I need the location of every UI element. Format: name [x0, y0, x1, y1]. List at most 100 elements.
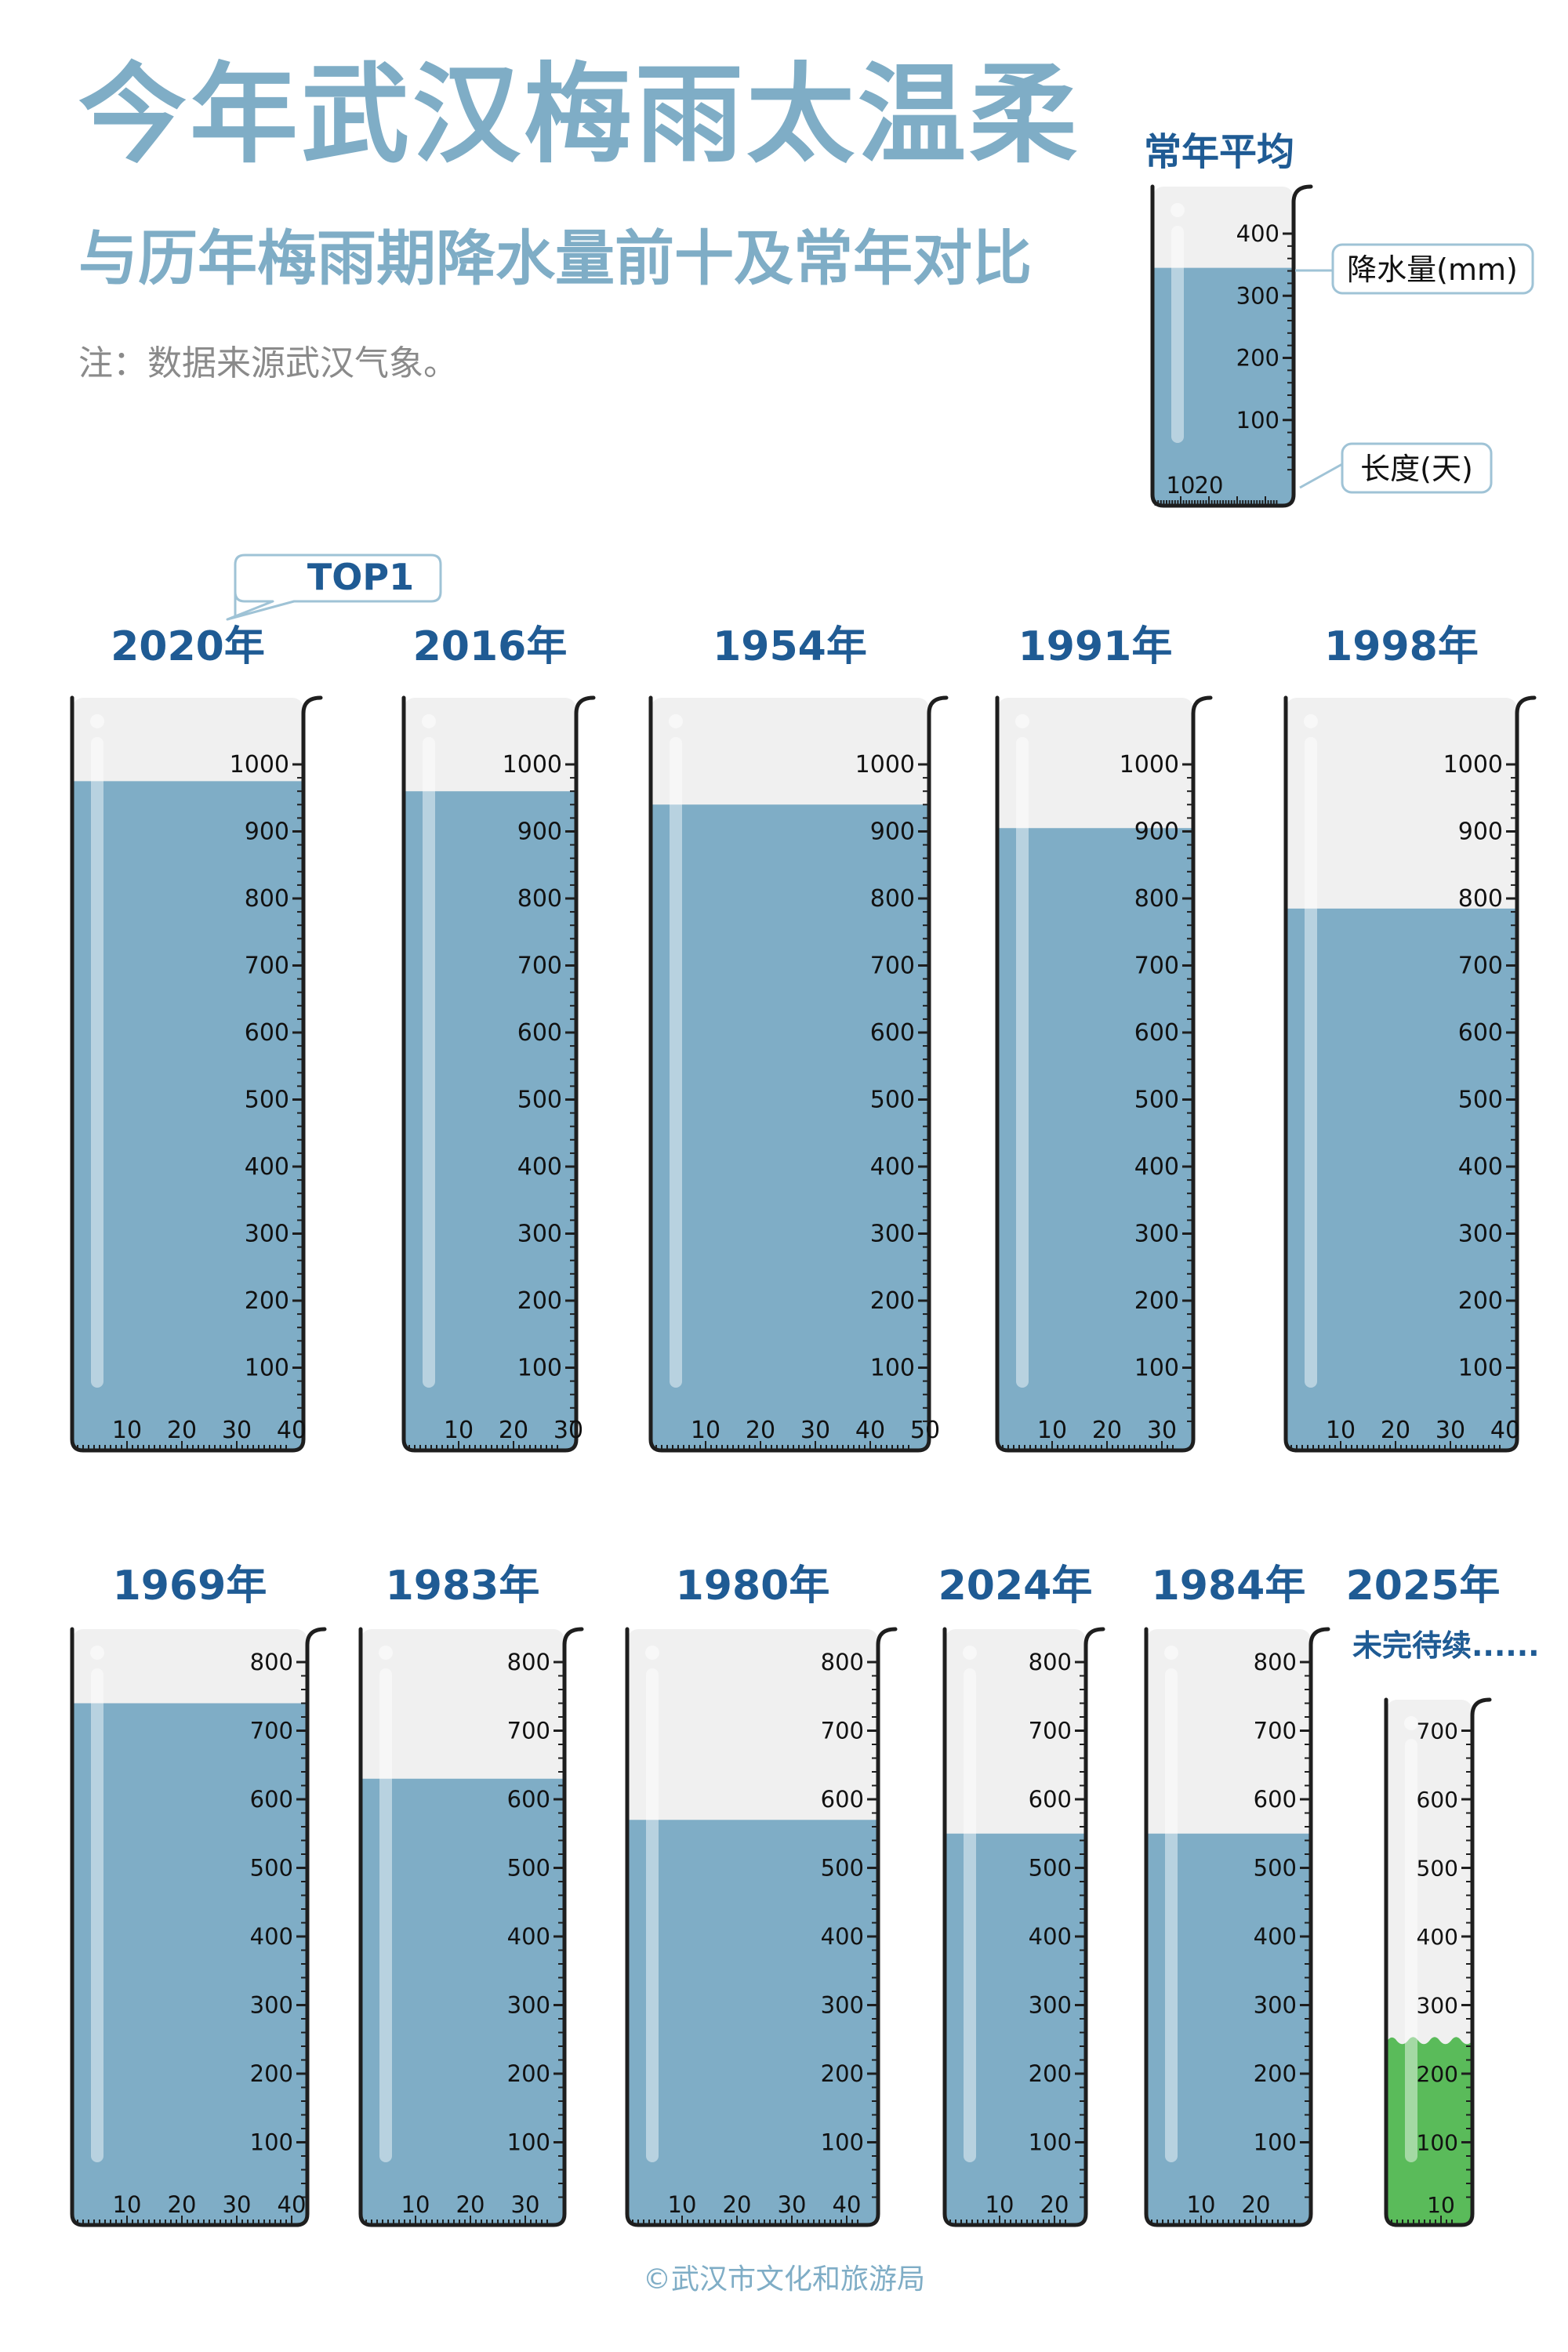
legend-box-length [1341, 442, 1493, 494]
beaker-row2-0: 100 200 300 400 500 600 700 800 10 20 30 40 1969年 [70, 1563, 327, 2227]
x-tick-label: 30 [778, 2191, 807, 2218]
beaker-row2-3: 100 200 300 400 500 600 700 800 10 20 2024年 [938, 1563, 1105, 2227]
series-heading: 2025年 [1346, 1563, 1501, 1610]
y-tick-label: 600 [870, 1019, 915, 1047]
y-tick-label: 300 [1236, 282, 1279, 309]
x-tick-label: 10 [1037, 1417, 1067, 1444]
y-tick-label: 900 [1458, 818, 1503, 846]
x-tick-label: 10 [1427, 2192, 1455, 2218]
glass-highlight-dot [645, 1646, 659, 1660]
y-tick-label: 700 [1458, 953, 1503, 980]
series-heading: 1998年 [1324, 623, 1479, 670]
y-tick-label: 700 [1254, 1718, 1297, 1744]
y-tick-label: 1000 [503, 751, 562, 779]
y-tick-label: 300 [1134, 1221, 1179, 1248]
y-tick-label: 200 [1236, 345, 1279, 372]
x-tick-label: 40 [855, 1417, 885, 1444]
y-tick-label: 600 [821, 1786, 864, 1813]
x-tick-label: 30 [222, 1417, 252, 1444]
y-tick-label: 1000 [230, 751, 289, 779]
y-tick-label: 500 [507, 1855, 550, 1882]
y-tick-label: 400 [250, 1923, 293, 1950]
y-tick-label: 800 [1458, 885, 1503, 913]
y-tick-label: 500 [1029, 1855, 1072, 1882]
y-tick-label: 400 [870, 1153, 915, 1181]
x-tick-label: 30 [554, 1417, 583, 1444]
series-heading: 1983年 [386, 1563, 540, 1610]
x-tick-label: 10 [112, 1417, 142, 1444]
water-fill [1146, 1833, 1311, 2225]
y-tick-label: 100 [821, 2129, 864, 2156]
beaker-row1-4: 100 200 300 400 500 600 700 800 900 1000 10 20 30 40 1… [1283, 623, 1537, 1453]
y-tick-label: 1000 [1443, 751, 1503, 779]
x-tick-label: 20 [167, 1417, 197, 1444]
water-fill [72, 781, 303, 1450]
legend-length-label: 长度(天) [1360, 452, 1473, 486]
y-tick-label: 200 [245, 1287, 289, 1315]
beaker-outline [648, 695, 949, 1453]
y-tick-label: 400 [517, 1153, 562, 1181]
series-heading: 1969年 [113, 1563, 267, 1610]
beaker-outline [358, 1627, 584, 2227]
y-tick-label: 500 [1417, 1856, 1458, 1882]
y-tick-label: 200 [1458, 1287, 1503, 1315]
y-tick-label: 800 [1029, 1649, 1072, 1675]
y-tick-label: 700 [245, 953, 289, 980]
water-fill [651, 804, 929, 1450]
x-tick-label: 10 [444, 1417, 474, 1444]
series-heading: 2020年 [111, 623, 265, 670]
x-tick-label: 20 [1195, 472, 1224, 499]
glass-highlight [1305, 737, 1317, 1388]
glass-highlight [1405, 1739, 1417, 2162]
y-tick-label: 600 [1254, 1786, 1297, 1813]
water-fill [1152, 267, 1294, 506]
x-tick-label: 10 [113, 2191, 142, 2218]
x-tick-label: 10 [691, 1417, 720, 1444]
y-tick-label: 100 [507, 2129, 550, 2156]
x-tick-label: 20 [1040, 2191, 1069, 2218]
y-tick-label: 200 [870, 1287, 915, 1315]
beaker-row1-1: 100 200 300 400 500 600 700 800 900 1000 10 20 30 201… [401, 623, 596, 1453]
water-fill [361, 1778, 564, 2225]
y-tick-label: 600 [1134, 1019, 1179, 1047]
glass-highlight [423, 737, 435, 1388]
legend: 降水量(mm) 长度(天) [1295, 243, 1534, 494]
y-tick-label: 800 [507, 1649, 550, 1675]
x-tick-label: 20 [1242, 2191, 1271, 2218]
glass-highlight [91, 1668, 103, 2162]
unfinished-label: 未完待续...... [1352, 1628, 1540, 1663]
y-tick-label: 600 [517, 1019, 562, 1047]
y-tick-label: 400 [1254, 1923, 1297, 1950]
y-tick-label: 300 [1417, 1993, 1458, 2019]
top1-badge: TOP1 [226, 554, 442, 621]
water-fill [404, 791, 576, 1450]
y-tick-label: 500 [245, 1087, 289, 1114]
beaker-outline [70, 1627, 327, 2227]
y-tick-label: 700 [517, 953, 562, 980]
y-tick-label: 300 [821, 1992, 864, 2019]
x-tick-label: 30 [800, 1417, 830, 1444]
y-tick-label: 500 [250, 1855, 293, 1882]
y-tick-label: 500 [1254, 1855, 1297, 1882]
x-tick-label: 40 [277, 1417, 307, 1444]
water-fill [72, 1703, 307, 2225]
y-tick-label: 500 [1458, 1087, 1503, 1114]
series-heading: 1954年 [713, 623, 867, 670]
y-tick-label: 200 [1029, 2060, 1072, 2087]
badge-outline [226, 554, 442, 621]
glass-highlight [1165, 1668, 1178, 2162]
x-tick-label: 10 [401, 2191, 430, 2218]
y-tick-label: 100 [250, 2129, 293, 2156]
glass-highlight-dot [963, 1646, 977, 1660]
glass-highlight-dot [1164, 1646, 1178, 1660]
y-tick-label: 200 [1134, 1287, 1179, 1315]
glass-highlight [964, 1668, 976, 2162]
beaker-outline [70, 695, 323, 1453]
y-tick-label: 600 [245, 1019, 289, 1047]
x-tick-label: 10 [668, 2191, 697, 2218]
y-tick-label: 600 [507, 1786, 550, 1813]
y-tick-label: 1000 [855, 751, 915, 779]
beaker-row2-1: 100 200 300 400 500 600 700 800 10 20 30 1983年 [358, 1563, 584, 2227]
y-tick-label: 300 [870, 1221, 915, 1248]
y-tick-label: 900 [517, 818, 562, 846]
